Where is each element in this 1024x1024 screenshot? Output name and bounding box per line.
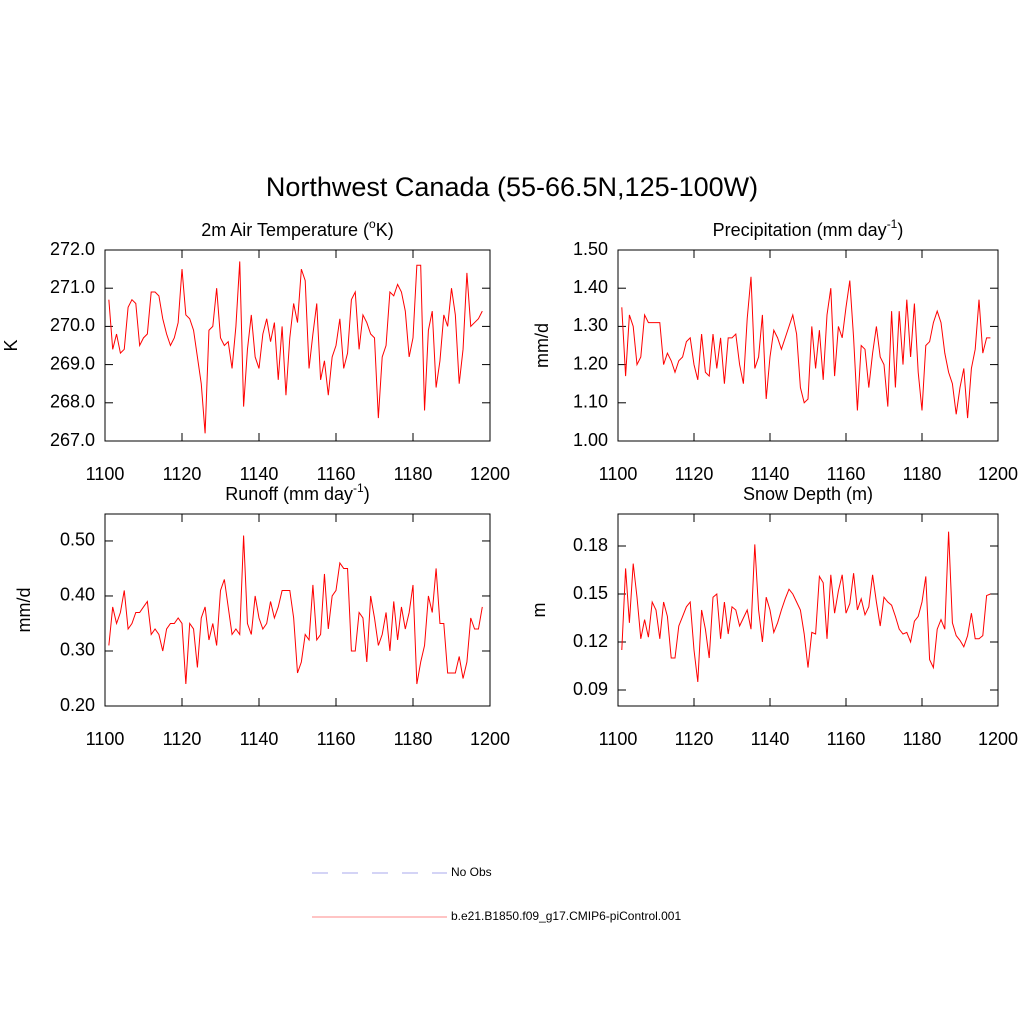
y-tick-label: 1.20 [573, 353, 608, 373]
panel-title: 2m Air Temperature (oK) [201, 217, 393, 240]
y-tick-label: 0.15 [573, 583, 608, 603]
title-text: ) [897, 220, 903, 240]
title-text: Precipitation (mm day [713, 220, 887, 240]
x-tick-label: 1100 [599, 464, 638, 484]
panel-title: Precipitation (mm day-1) [713, 217, 904, 240]
data-line [108, 261, 483, 434]
title-text: Runoff (mm day [225, 484, 353, 504]
y-tick-label: 1.00 [573, 430, 608, 450]
x-tick-label: 1140 [240, 729, 279, 749]
data-line [108, 535, 483, 685]
y-tick-label: 272.0 [50, 239, 95, 259]
title-superscript: -1 [887, 217, 898, 231]
x-tick-label: 1120 [163, 729, 202, 749]
y-tick-label: 0.20 [60, 695, 95, 715]
x-tick-label: 1120 [675, 729, 714, 749]
x-tick-label: 1180 [394, 464, 433, 484]
y-tick-label: 0.12 [573, 631, 608, 651]
x-tick-label: 1100 [599, 729, 638, 749]
y-tick-label: 271.0 [50, 277, 95, 297]
y-axis-label: mm/d [532, 323, 552, 368]
panel: Precipitation (mm day-1) mm/d 1100 1120 1140… [532, 217, 1018, 484]
y-tick-label: 1.50 [573, 239, 608, 259]
y-axis-label: K [1, 339, 21, 351]
x-tick-label: 1140 [751, 464, 790, 484]
x-tick-label: 1160 [317, 729, 356, 749]
title-text: ) [364, 484, 370, 504]
x-tick-label: 1160 [827, 729, 866, 749]
data-line [621, 276, 991, 419]
x-tick-label: 1100 [86, 464, 125, 484]
y-tick-label: 267.0 [50, 430, 95, 450]
y-axis-label: mm/d [14, 588, 34, 633]
x-tick-label: 1200 [978, 464, 1018, 484]
plot-frame [104, 249, 491, 442]
x-tick-label: 1120 [675, 464, 714, 484]
y-tick-label: 268.0 [50, 392, 95, 412]
x-tick-label: 1160 [317, 464, 356, 484]
x-tick-label: 1180 [903, 464, 942, 484]
title-superscript: o [369, 217, 376, 231]
figure-title: Northwest Canada (55-66.5N,125-100W) [266, 172, 758, 202]
panel: Runoff (mm day-1) mm/d 1100 1120 1140 1160 118… [14, 481, 510, 749]
y-tick-label: 0.09 [573, 679, 608, 699]
title-text: K) [376, 220, 394, 240]
y-tick-label: 0.40 [60, 585, 95, 605]
x-tick-label: 1160 [827, 464, 866, 484]
y-tick-label: 0.50 [60, 530, 95, 550]
title-text: Snow Depth (m) [743, 484, 873, 504]
panel: 2m Air Temperature (oK) K 1100 1120 1140 1160… [1, 217, 510, 484]
y-tick-label: 269.0 [50, 353, 95, 373]
y-tick-label: 270.0 [50, 315, 95, 335]
plot-frame [617, 249, 999, 442]
y-axis-label: m [529, 603, 549, 618]
x-tick-label: 1120 [163, 464, 202, 484]
x-tick-label: 1140 [240, 464, 279, 484]
x-tick-label: 1180 [394, 729, 433, 749]
plot-frame [617, 513, 999, 707]
data-line [621, 531, 991, 683]
x-tick-label: 1200 [978, 729, 1018, 749]
x-tick-label: 1100 [86, 729, 125, 749]
plot-frame [104, 513, 491, 707]
y-tick-label: 1.40 [573, 277, 608, 297]
x-tick-label: 1140 [751, 729, 790, 749]
title-text: 2m Air Temperature ( [201, 220, 369, 240]
y-tick-label: 1.10 [573, 392, 608, 412]
x-tick-label: 1180 [903, 729, 942, 749]
y-tick-label: 1.30 [573, 315, 608, 335]
title-superscript: -1 [353, 481, 364, 495]
legend-label: b.e21.B1850.f09_g17.CMIP6-piControl.001 [451, 909, 681, 923]
panel: Snow Depth (m) m 1100 1120 1140 1160 1180 1200 0… [529, 484, 1018, 749]
x-tick-label: 1200 [470, 464, 510, 484]
y-tick-label: 0.30 [60, 640, 95, 660]
y-tick-label: 0.18 [573, 535, 608, 555]
panel-title: Snow Depth (m) [743, 484, 873, 504]
x-tick-label: 1200 [470, 729, 510, 749]
panel-title: Runoff (mm day-1) [225, 481, 369, 504]
legend-label: No Obs [451, 865, 492, 879]
